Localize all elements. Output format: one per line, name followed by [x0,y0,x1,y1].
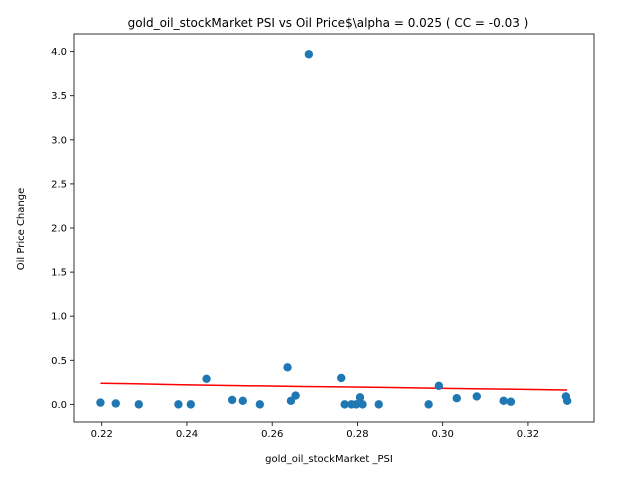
y-axis-label: Oil Price Change [16,188,27,270]
fit-line-layer [100,382,568,391]
scatter-point [283,363,292,372]
y-tick-label: 4.0 [51,47,67,58]
x-tick-label: 0.32 [517,429,539,440]
scatter-point [174,400,183,409]
x-tick-label: 0.30 [432,429,454,440]
x-axis-label: gold_oil_stockMarket _PSI [265,454,393,465]
scatter-point [506,397,516,406]
scatter-point [351,400,361,409]
scatter-point [499,396,508,406]
scatter-point [562,396,572,406]
y-tick-label: 0.5 [51,356,67,367]
scatter-point [96,398,105,407]
scatter-point [255,400,265,409]
x-tick-label: 0.24 [176,429,198,440]
scatter-point [434,381,444,391]
points-layer [96,50,572,409]
x-tick-label: 0.22 [91,429,113,440]
plot-frame [73,33,595,423]
scatter-point [186,400,195,409]
scatter-point [355,393,365,402]
scatter-point [291,391,300,400]
y-tick-label: 3.5 [51,91,67,102]
scatter-point [111,399,120,408]
scatter-point [134,400,143,409]
scatter-point [202,374,211,383]
scatter-point [304,50,314,59]
y-tick-label: 0.0 [51,400,67,411]
chart-title: gold_oil_stockMarket PSI vs Oil Price$\a… [128,16,529,30]
scatter-point [358,400,367,409]
y-tick-label: 1.0 [51,312,67,323]
y-tick-label: 2.5 [51,179,67,190]
scatter-point [337,373,346,383]
scatter-point [472,392,481,401]
x-tick-label: 0.28 [346,429,368,440]
scatter-point [424,400,433,409]
y-tick-label: 1.5 [51,268,67,279]
fit-line [100,382,568,391]
scatter-point [227,395,237,405]
scatter-point [374,400,383,409]
scatter-point [238,396,247,406]
y-tick-label: 2.0 [51,224,67,235]
x-tick-label: 0.26 [261,429,283,440]
y-axis: 0.0 0.5 1.0 1.5 2.0 2.5 3.0 3.5 4.0 [51,47,74,411]
scatter-point [452,393,461,403]
x-axis: 0.22 0.24 0.26 0.28 0.30 0.32 [91,422,539,440]
y-tick-label: 3.0 [51,135,67,146]
scatter-point [340,400,349,409]
